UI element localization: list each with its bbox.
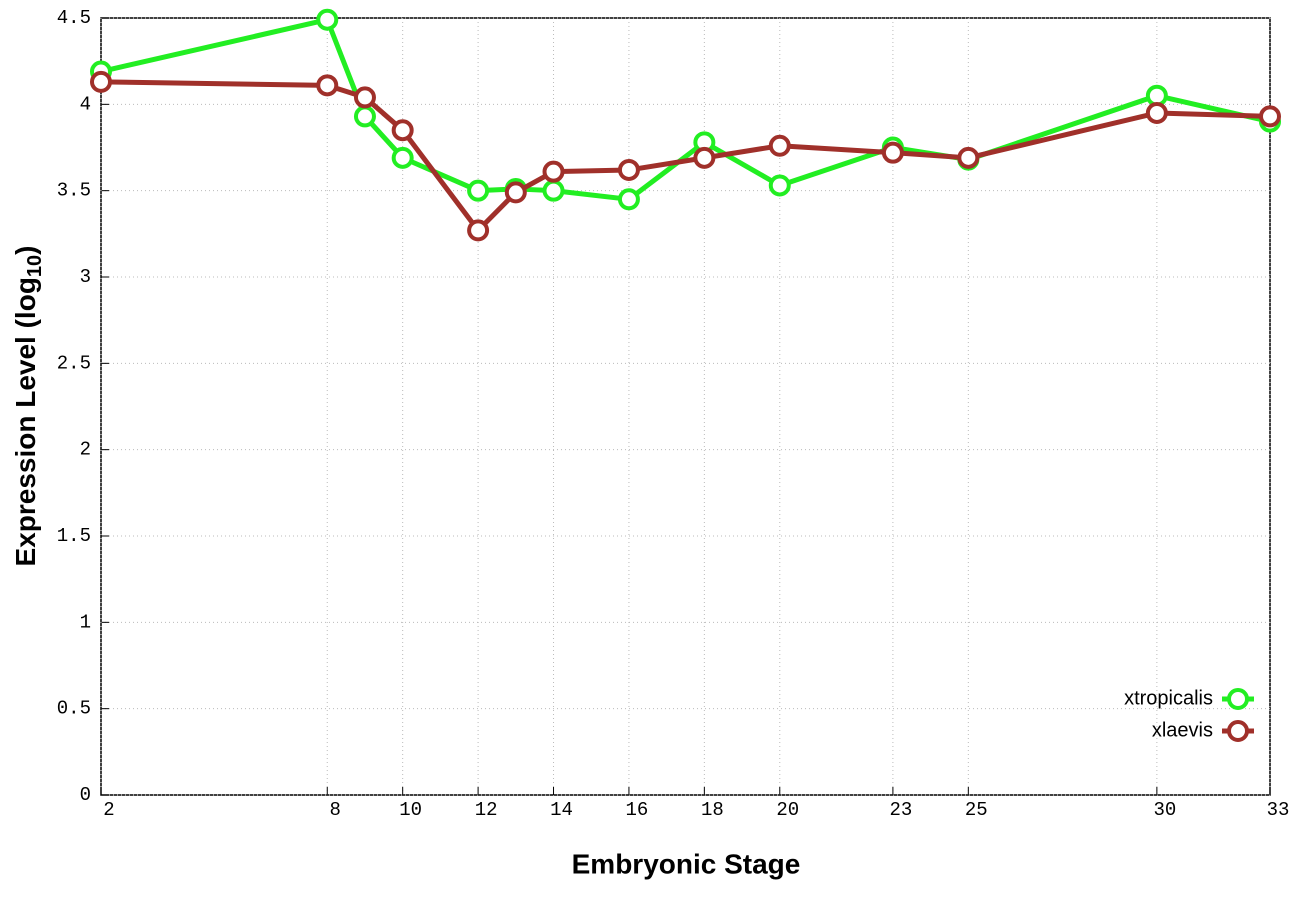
data-point	[1259, 105, 1281, 128]
x-tick-label: 30	[1153, 799, 1176, 821]
data-point	[768, 174, 791, 197]
data-point	[90, 70, 112, 93]
y-tick-label: 1.5	[57, 525, 91, 547]
data-point	[391, 119, 414, 142]
data-point	[467, 179, 490, 202]
y-axis-label: Expression Level (log10)	[10, 246, 46, 567]
x-tick-label: 20	[776, 799, 799, 821]
x-tick-label: 8	[330, 799, 341, 821]
data-point	[467, 219, 490, 242]
y-tick-label: 4.5	[57, 7, 91, 29]
data-point	[693, 146, 716, 169]
x-tick-label: 10	[399, 799, 422, 821]
series-line	[100, 17, 1271, 202]
y-tick-label: 4	[80, 93, 91, 115]
data-point	[391, 146, 414, 169]
data-point	[542, 179, 565, 202]
x-tick-label: 33	[1267, 799, 1290, 821]
x-tick-label: 12	[475, 799, 498, 821]
x-tick-label: 23	[889, 799, 912, 821]
data-point	[353, 86, 376, 109]
x-tick-label: 2	[103, 799, 114, 821]
x-tick-label: 25	[965, 799, 988, 821]
x-tick-label: 16	[626, 799, 649, 821]
y-tick-label: 2	[80, 439, 91, 461]
x-tick-label: 18	[701, 799, 724, 821]
data-point	[768, 134, 791, 157]
plot-frame	[100, 17, 1271, 796]
y-label-main: Expression Level (log	[10, 277, 41, 566]
y-label-end: )	[10, 246, 41, 255]
data-point	[316, 8, 339, 31]
x-tick-label: 14	[550, 799, 573, 821]
data-point	[504, 181, 527, 204]
data-point	[617, 158, 640, 181]
data-point	[316, 74, 339, 97]
y-tick-label: 2.5	[57, 352, 91, 374]
x-axis-label: Embryonic Stage	[572, 848, 801, 879]
data-point	[353, 105, 376, 128]
data-point	[1145, 101, 1168, 124]
y-tick-label: 3.5	[57, 180, 91, 202]
data-point	[957, 146, 980, 169]
y-tick-label: 0	[80, 784, 91, 806]
legend-label: xlaevis	[1152, 719, 1213, 741]
y-tick-label: 3	[80, 266, 91, 288]
data-point	[881, 141, 904, 164]
data-point	[617, 188, 640, 211]
data-point	[542, 160, 565, 183]
y-label-sub: 10	[24, 255, 46, 277]
y-tick-label: 1	[80, 611, 91, 633]
legend-marker	[1227, 688, 1249, 710]
legend-marker	[1227, 720, 1249, 742]
y-tick-label: 0.5	[57, 698, 91, 720]
legend-label: xtropicalis	[1124, 687, 1213, 709]
